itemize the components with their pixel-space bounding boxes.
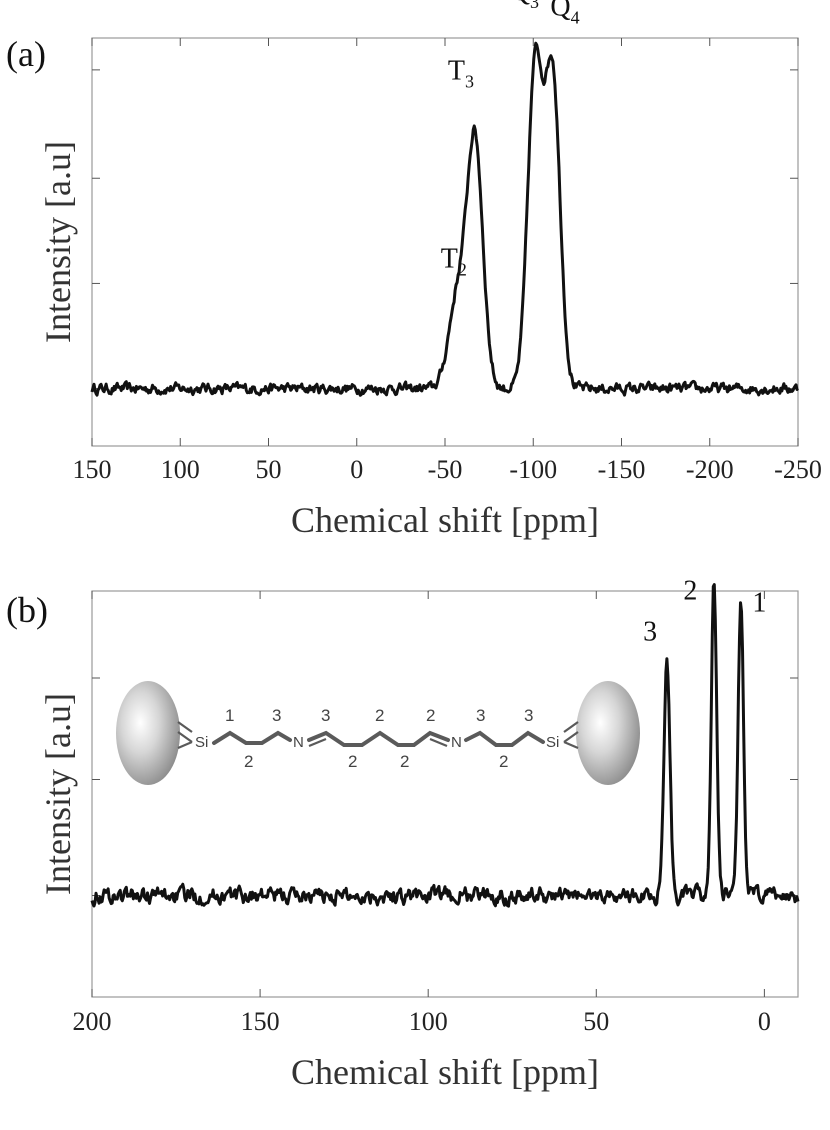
carbon-number: 2 <box>348 752 357 771</box>
panel-b-y-ticks <box>92 677 798 896</box>
carbon-number: 2 <box>400 752 409 771</box>
x-tick-label: 100 <box>409 1007 448 1036</box>
left-imine-double-bond <box>308 737 327 748</box>
peak-label: 2 <box>683 576 697 607</box>
left-n-atom: N <box>293 734 304 751</box>
panel-a-y-ticks <box>92 69 798 390</box>
peak-label: Q4 <box>550 0 579 28</box>
carbon-number: 3 <box>476 706 485 725</box>
panel-b: (b) 200 150 100 50 0 32 1 Chemical shift [ppm… <box>6 576 800 1092</box>
x-tick-label: 100 <box>161 455 200 484</box>
x-tick-label: 150 <box>73 455 112 484</box>
panel-b-y-axis-label: Intensity [a.u] <box>38 693 78 895</box>
right-imine-double-bond <box>429 737 448 748</box>
right-si-atom: Si <box>546 734 559 751</box>
x-tick-label: 0 <box>758 1007 771 1036</box>
x-tick-label: -150 <box>598 455 646 484</box>
molecule-inset: Si Si N N 1 3 3 2 2 3 3 1 2 2 2 2 <box>116 681 640 785</box>
carbon-number: 3 <box>321 706 330 725</box>
right-silica-sphere <box>576 681 640 785</box>
left-si-bond-3 <box>177 740 193 750</box>
panel-a: (a) 150 100 50 0 -50 -100 -150 -200 -250 T2 T3 Q3 Q… <box>6 0 822 540</box>
left-si-bond-1 <box>177 721 193 733</box>
carbon-number: 3 <box>272 706 281 725</box>
central-chain <box>307 730 450 747</box>
peak-label: Q3 <box>510 0 539 12</box>
right-n-atom: N <box>451 734 462 751</box>
carbon-number: 1 <box>225 706 234 725</box>
x-tick-label: -250 <box>774 455 822 484</box>
panel-a-peak-labels: T2 T3 Q3 Q4 <box>441 0 580 280</box>
peak-label: T3 <box>448 55 474 91</box>
panel-b-spectrum-line <box>90 583 800 908</box>
panel-a-x-ticks: 150 100 50 0 -50 -100 -150 -200 -250 <box>73 38 822 484</box>
left-si-bond-2 <box>177 731 193 743</box>
panel-b-label: (b) <box>6 590 48 630</box>
panel-b-peak-labels: 32 1 <box>643 576 766 648</box>
left-silica-sphere <box>116 681 180 785</box>
x-tick-label: -50 <box>428 455 463 484</box>
carbon-number: 2 <box>375 706 384 725</box>
panel-a-x-axis-label: Chemical shift [ppm] <box>291 500 599 540</box>
panel-b-x-axis-label: Chemical shift [ppm] <box>291 1052 599 1092</box>
x-tick-label: 50 <box>583 1007 609 1036</box>
peak-label: 1 <box>752 587 766 618</box>
carbon-number: 3 <box>524 706 533 725</box>
right-propyl-chain <box>464 730 545 747</box>
left-propyl-chain <box>212 730 292 745</box>
carbon-number: 2 <box>426 706 435 725</box>
peak-label: T2 <box>441 244 467 280</box>
panel-b-x-ticks: 200 150 100 50 0 <box>73 591 771 1036</box>
left-si-atom: Si <box>195 734 208 751</box>
right-si-bond-2 <box>563 731 579 743</box>
x-tick-label: -100 <box>509 455 557 484</box>
panel-a-label: (a) <box>6 34 46 74</box>
carbon-number: 2 <box>244 752 253 771</box>
carbon-number: 2 <box>499 752 508 771</box>
x-tick-label: 50 <box>256 455 282 484</box>
panel-a-spectrum-line <box>90 41 799 397</box>
panel-a-axes-frame <box>91 37 799 447</box>
x-tick-label: 0 <box>350 455 363 484</box>
right-si-bond-1 <box>563 721 579 733</box>
right-si-bond-3 <box>563 740 579 750</box>
x-tick-label: 200 <box>73 1007 112 1036</box>
peak-label: 3 <box>643 616 657 647</box>
panel-b-axes-frame <box>91 590 799 998</box>
x-tick-label: -200 <box>686 455 734 484</box>
panel-a-y-axis-label: Intensity [a.u] <box>38 141 78 343</box>
x-tick-label: 150 <box>241 1007 280 1036</box>
